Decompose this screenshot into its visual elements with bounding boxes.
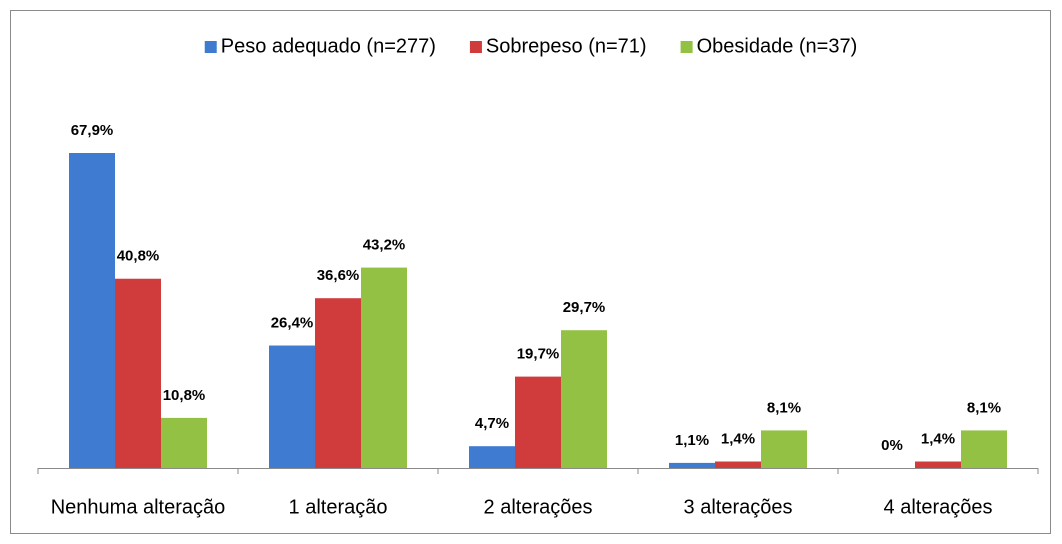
x-tick-label: 2 alterações [484,496,593,518]
bar [115,278,161,468]
value-label: 1,4% [721,430,755,447]
bar [961,430,1007,468]
bar [315,298,361,468]
legend-swatch [204,41,217,53]
legend-label: Sobrepeso (n=71) [486,35,647,57]
value-label: 43,2% [363,237,406,254]
x-tick-label: 4 alterações [884,496,993,518]
bar [269,345,315,468]
value-label: 36,6% [317,267,360,284]
bar [915,461,961,468]
bar [715,461,761,468]
value-label: 1,4% [921,430,955,447]
bar [469,446,515,468]
value-label: 0% [881,437,903,454]
value-label: 40,8% [117,248,160,265]
legend-label: Obesidade (n=37) [697,35,858,57]
legend-swatch [680,41,693,53]
bar [669,462,715,468]
bar [161,417,207,468]
value-label: 67,9% [71,122,114,139]
x-tick-label: Nenhuma alteração [51,496,226,518]
bar [515,376,561,468]
value-label: 8,1% [967,399,1001,416]
value-label: 19,7% [517,346,560,363]
x-tick-label: 3 alterações [684,496,793,518]
bar [761,430,807,468]
value-label: 26,4% [271,314,314,331]
value-label: 4,7% [475,415,509,432]
bar [561,330,607,468]
bar [69,153,115,468]
legend-swatch [469,41,482,53]
x-tick-label: 1 alteração [289,496,388,518]
legend-label: Peso adequado (n=277) [221,35,436,57]
bar [361,267,407,468]
value-label: 29,7% [563,299,606,316]
value-label: 10,8% [163,387,206,404]
value-label: 1,1% [675,432,709,449]
value-label: 8,1% [767,399,801,416]
